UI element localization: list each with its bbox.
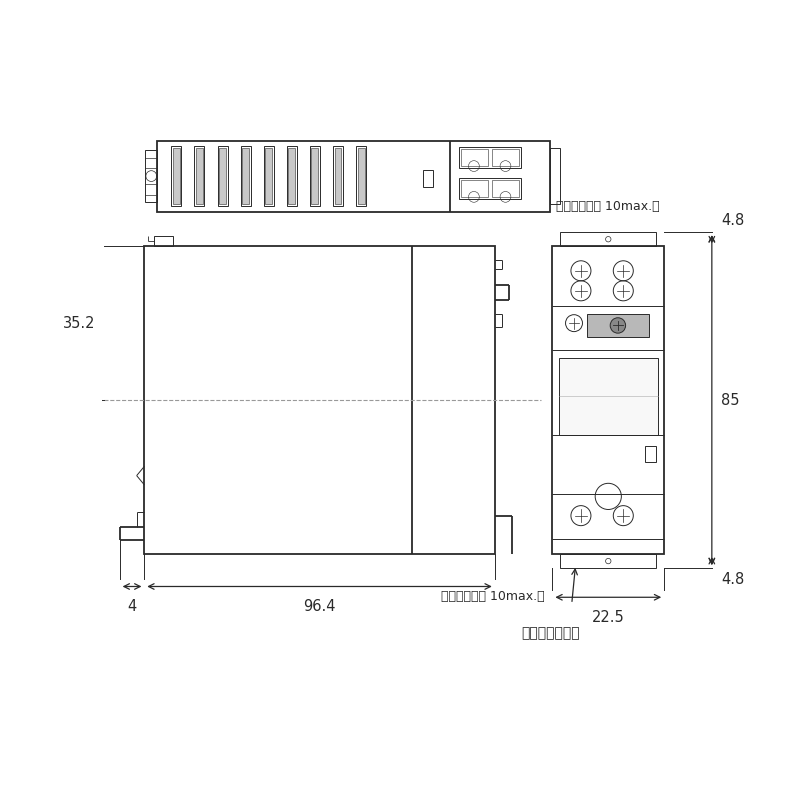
Bar — [266, 148, 272, 204]
Bar — [264, 146, 274, 206]
Text: （スライド時 10max.）: （スライド時 10max.） — [556, 200, 660, 213]
Bar — [358, 148, 365, 204]
Text: レールストッパ: レールストッパ — [522, 626, 580, 640]
Bar — [144, 246, 494, 554]
Text: 4.8: 4.8 — [721, 572, 744, 587]
Bar — [286, 146, 297, 206]
Text: 4.8: 4.8 — [721, 214, 744, 229]
Bar — [461, 149, 488, 166]
Bar — [311, 148, 318, 204]
Bar — [219, 148, 226, 204]
Text: （スライド時 10max.）: （スライド時 10max.） — [441, 590, 545, 602]
Bar — [492, 149, 518, 166]
Bar — [560, 554, 656, 568]
Bar — [242, 148, 249, 204]
Bar — [218, 146, 227, 206]
Bar — [334, 148, 342, 204]
Bar — [356, 146, 366, 206]
Bar — [423, 170, 433, 186]
Text: 96.4: 96.4 — [303, 599, 336, 614]
Bar — [645, 446, 656, 462]
Bar — [310, 146, 320, 206]
Bar — [154, 236, 173, 246]
Bar — [145, 150, 158, 202]
Bar — [560, 232, 656, 246]
Bar — [587, 314, 649, 337]
Bar — [173, 148, 180, 204]
Circle shape — [610, 318, 626, 333]
Bar — [459, 147, 521, 168]
Bar — [550, 148, 560, 204]
Bar — [288, 148, 295, 204]
Bar — [553, 246, 664, 554]
Bar — [461, 180, 488, 197]
Bar — [333, 146, 343, 206]
Bar — [241, 146, 250, 206]
Bar — [459, 178, 521, 199]
Bar — [194, 146, 205, 206]
Bar — [558, 358, 658, 435]
Bar — [492, 180, 518, 197]
Text: 4: 4 — [127, 599, 137, 614]
Bar — [196, 148, 203, 204]
Bar — [158, 141, 550, 211]
Text: 22.5: 22.5 — [592, 610, 625, 625]
Bar — [171, 146, 182, 206]
Text: 35.2: 35.2 — [62, 316, 95, 330]
Text: 85: 85 — [721, 393, 739, 408]
